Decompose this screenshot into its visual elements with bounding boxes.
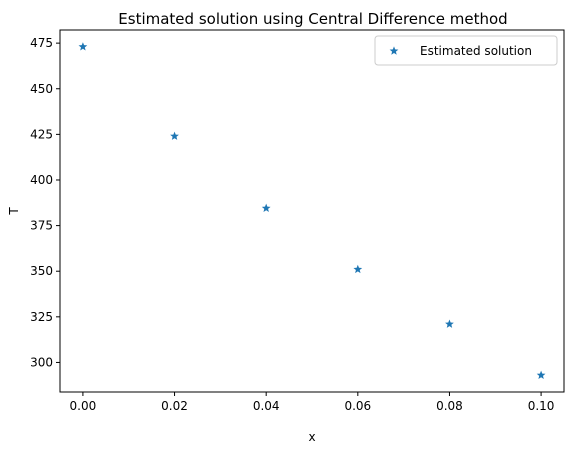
x-tick-label: 0.00 xyxy=(70,399,97,413)
x-tick-label: 0.08 xyxy=(436,399,463,413)
y-tick-label: 375 xyxy=(30,219,53,233)
chart-title: Estimated solution using Central Differe… xyxy=(118,10,507,28)
y-tick-label: 300 xyxy=(30,355,53,369)
x-tick-label: 0.06 xyxy=(344,399,371,413)
y-tick-label: 400 xyxy=(30,173,53,187)
x-tick-label: 0.02 xyxy=(161,399,188,413)
x-tick-label: 0.10 xyxy=(528,399,555,413)
x-axis-label: x xyxy=(308,430,315,444)
y-axis-label: T xyxy=(7,207,21,216)
x-tick-label: 0.04 xyxy=(253,399,280,413)
y-tick-label: 425 xyxy=(30,127,53,141)
y-tick-label: 350 xyxy=(30,264,53,278)
y-tick-label: 475 xyxy=(30,36,53,50)
legend: Estimated solution xyxy=(375,36,557,65)
y-tick-label: 450 xyxy=(30,82,53,96)
plot-area xyxy=(60,30,564,392)
legend-label: Estimated solution xyxy=(420,44,532,58)
y-tick-label: 325 xyxy=(30,310,53,324)
